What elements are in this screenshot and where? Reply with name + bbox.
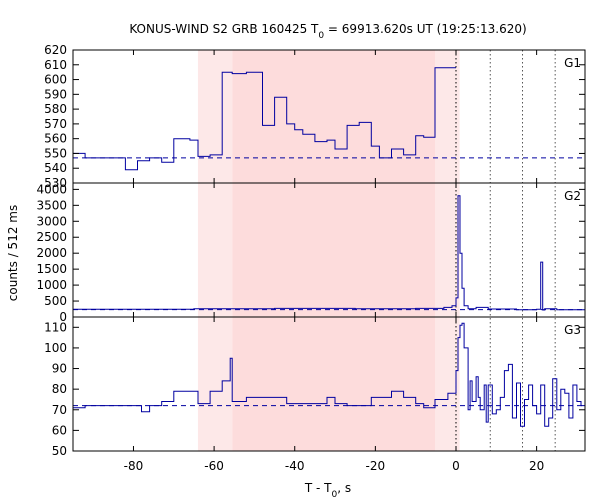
y-tick-label-G3: 80	[52, 382, 67, 396]
panel-frame-G3	[72, 316, 586, 452]
shaded-region-1	[232, 50, 436, 451]
y-tick-label-G3: 100	[44, 341, 67, 355]
chart-title: KONUS-WIND S2 GRB 160425 T0 = 69913.620s…	[129, 22, 526, 41]
y-tick-label-G2: 1500	[36, 262, 67, 276]
x-tick-label: -40	[285, 459, 305, 473]
x-tick-label: -80	[124, 459, 144, 473]
background-layer	[197, 50, 556, 451]
y-tick-label-G2: 1000	[36, 278, 67, 292]
x-tick-label: 0	[452, 459, 460, 473]
panel-label-G1: G1	[564, 56, 581, 70]
y-tick-label-G1: 550	[44, 146, 67, 160]
y-tick-label-G2: 500	[44, 294, 67, 308]
y-tick-label-G2: 2500	[36, 230, 67, 244]
series-line-G3	[73, 322, 586, 427]
y-tick-label-G2: 4000	[36, 182, 67, 196]
y-tick-label-G1: 560	[44, 132, 67, 146]
series-line-G2	[73, 195, 586, 311]
y-tick-label-G2: 0	[59, 310, 67, 324]
y-tick-label-G2: 3000	[36, 214, 67, 228]
y-tick-label-G1: 570	[44, 117, 67, 131]
axis-layer: 530540550560570580590600610620G105001000…	[36, 43, 586, 473]
y-tick-label-G1: 600	[44, 73, 67, 87]
x-tick-label: -20	[366, 459, 386, 473]
y-tick-label-G1: 580	[44, 102, 67, 116]
y-tick-label-G1: 620	[44, 43, 67, 57]
x-tick-label: -60	[204, 459, 224, 473]
panel-label-G2: G2	[564, 189, 581, 203]
y-tick-label-G3: 90	[52, 362, 67, 376]
y-axis-label: counts / 512 ms	[6, 205, 20, 301]
y-tick-label-G2: 3500	[36, 198, 67, 212]
y-tick-label-G1: 590	[44, 87, 67, 101]
y-tick-label-G3: 50	[52, 444, 67, 458]
y-tick-label-G3: 60	[52, 423, 67, 437]
x-axis-label: T - T0, s	[304, 481, 351, 500]
y-tick-label-G1: 530	[44, 176, 67, 190]
panel-label-G3: G3	[564, 323, 581, 337]
y-tick-label-G3: 70	[52, 403, 67, 417]
shaded-region-0	[197, 50, 233, 451]
y-tick-label-G1: 610	[44, 58, 67, 72]
y-tick-label-G2: 2000	[36, 246, 67, 260]
x-tick-label: 20	[529, 459, 544, 473]
series-line-G1	[73, 67, 456, 171]
y-tick-label-G1: 540	[44, 161, 67, 175]
y-tick-label-G3: 110	[44, 320, 67, 334]
plot-layer	[73, 67, 586, 427]
